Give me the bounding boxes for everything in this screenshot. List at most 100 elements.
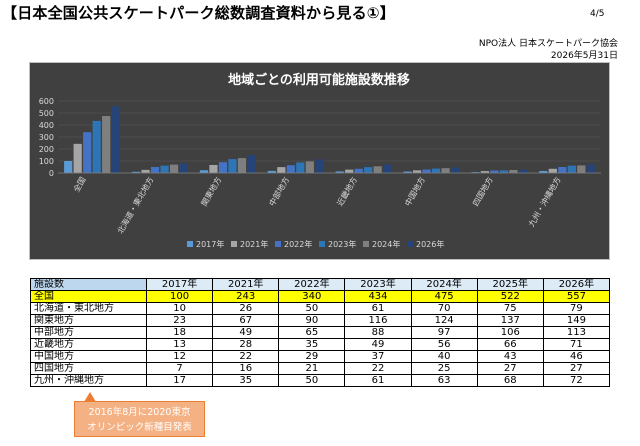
page-number: 4/5: [590, 9, 605, 19]
category-label: 九州・沖縄地方: [526, 175, 563, 228]
table-cell: 29: [278, 350, 346, 363]
table-cell: 66: [476, 338, 544, 351]
table-cell: 61: [344, 374, 412, 387]
table-cell: 100: [145, 290, 214, 303]
table-cell: 116: [344, 314, 412, 327]
legend-label: 2026年: [416, 239, 444, 249]
legend-label: 2021年: [240, 239, 268, 249]
table-cell: 124: [410, 314, 478, 327]
y-tick-label: 200: [39, 145, 54, 154]
table-cell: 434: [344, 290, 412, 303]
bar: [102, 116, 111, 173]
bar: [567, 165, 576, 173]
bar: [169, 164, 179, 173]
y-tick-label: 500: [39, 109, 54, 118]
table-cell: 90: [278, 314, 346, 327]
bar: [490, 170, 499, 173]
legend-label: 2022年: [284, 239, 312, 249]
bar: [92, 120, 101, 173]
bar: [383, 164, 392, 173]
category-label: 関東地方: [199, 175, 224, 208]
bar: [412, 170, 422, 173]
table-header-row: 施設数 2017年 2021年 2022年 2023年 2024年 2025年 2026年: [30, 278, 611, 291]
table-row: 北海道・東北地方 10 26 50 61 70 75 79: [30, 302, 611, 315]
table-cell: 21: [278, 362, 346, 375]
bar: [267, 170, 276, 173]
table-cell: 106: [476, 326, 544, 339]
table-cell: 22: [212, 350, 280, 363]
chart-title: 地域ごとの利用可能施設数推移: [228, 72, 410, 88]
table-cell: 35: [278, 338, 346, 351]
bar: [441, 168, 450, 173]
y-tick-label: 0: [49, 169, 54, 178]
table-cell: 25: [410, 362, 478, 375]
table-cell: 23: [145, 314, 214, 327]
bar: [64, 161, 73, 173]
y-tick-label: 600: [39, 97, 54, 106]
bar: [431, 168, 441, 173]
table-cell: 27: [542, 362, 611, 375]
bar: [577, 165, 586, 173]
table-year-header: 2026年: [542, 278, 611, 291]
bar-chart: 地域ごとの利用可能施設数推移 0 100 200 300 400 500 600 全国 北海道・東…: [39, 72, 601, 249]
legend-swatch: [363, 241, 369, 247]
table-row-label: 全国: [30, 290, 147, 303]
legend-swatch: [319, 241, 325, 247]
legend-label: 2023年: [328, 239, 356, 249]
table-cell: 71: [542, 338, 611, 351]
bar: [286, 165, 295, 173]
bar: [586, 164, 595, 173]
table-cell: 67: [212, 314, 280, 327]
table-row: 四国地方 7 16 21 22 25 27 27: [30, 362, 611, 375]
olympic-announcement-callout: 2016年8月に2020東京 オリンピック新種目発表: [74, 401, 205, 437]
table-cell: 12: [145, 350, 214, 363]
table-cell: 88: [344, 326, 412, 339]
bar: [335, 171, 344, 173]
page-title: 【日本全国公共スケートパーク総数調査資料から見る①】: [2, 4, 395, 22]
bar: [73, 143, 82, 173]
bar: [354, 168, 363, 173]
table-cell: 10: [145, 302, 214, 315]
category-label: 中国地方: [402, 175, 427, 208]
table-cell: 28: [212, 338, 280, 351]
legend-swatch: [275, 241, 281, 247]
category-label: 北海道・東北地方: [115, 175, 156, 235]
table-cell: 65: [278, 326, 346, 339]
table-row-label: 近畿地方: [30, 338, 147, 351]
table-cell: 18: [145, 326, 214, 339]
table-row: 関東地方 23 67 90 116 124 137 149: [30, 314, 611, 327]
table-cell: 340: [278, 290, 346, 303]
bar: [403, 171, 412, 173]
category-label: 全国: [71, 175, 88, 194]
bar: [305, 161, 314, 173]
table-row-label: 北海道・東北地方: [30, 302, 147, 315]
bar: [345, 169, 354, 173]
bar: [499, 170, 509, 173]
category-label: 中部地方: [267, 175, 292, 208]
table-cell: 137: [476, 314, 544, 327]
legend-swatch: [231, 241, 237, 247]
table-cell: 40: [410, 350, 478, 363]
table-cell: 13: [145, 338, 214, 351]
bar: [277, 167, 286, 173]
bar: [471, 172, 480, 173]
table-cell: 16: [212, 362, 280, 375]
table-cell: 113: [542, 326, 611, 339]
table-row-label: 関東地方: [30, 314, 147, 327]
table-corner-label: 施設数: [30, 278, 147, 291]
bar: [373, 166, 382, 173]
table-cell: 68: [476, 374, 544, 387]
bar: [160, 165, 169, 173]
legend-label: 2024年: [372, 239, 400, 249]
bar: [131, 171, 141, 173]
table-year-header: 2025年: [476, 278, 544, 291]
legend-swatch: [407, 241, 413, 247]
table-cell: 75: [476, 302, 544, 315]
bar: [199, 170, 209, 173]
bar: [247, 155, 256, 173]
table-year-header: 2022年: [278, 278, 346, 291]
bar: [83, 132, 92, 173]
bar: [558, 167, 567, 173]
callout-line-2: オリンピック新種目発表: [87, 422, 192, 433]
table-cell: 26: [212, 302, 280, 315]
